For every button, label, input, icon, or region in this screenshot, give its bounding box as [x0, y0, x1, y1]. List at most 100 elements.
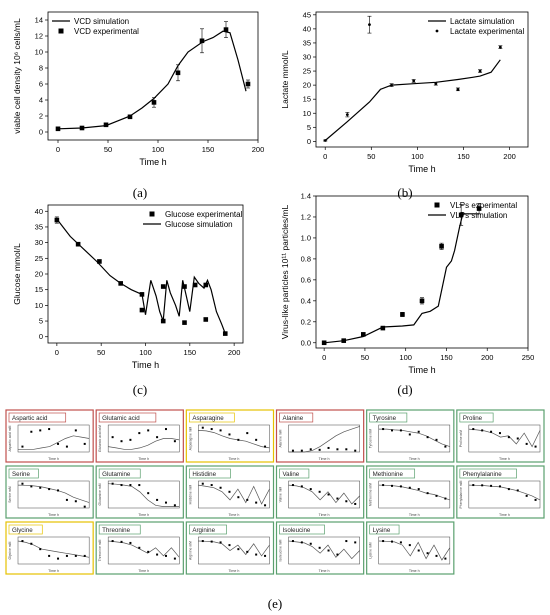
x-tick-label: 50 [367, 152, 375, 161]
panel-point [345, 448, 348, 451]
y-tick-label: 6 [39, 80, 43, 89]
panel-point [300, 449, 303, 452]
amino-panel-glycine: Glycine Time h Glycine mM [5, 521, 94, 575]
data-point [54, 217, 60, 223]
panel-point [472, 428, 475, 431]
x-tick-label: 100 [411, 152, 424, 161]
panel-axes [378, 480, 451, 509]
x-tick-label: 100 [399, 353, 412, 362]
panel-y-label: Arginine mM [188, 541, 192, 560]
panel-point [21, 540, 24, 543]
panel-point [516, 437, 519, 440]
panel-point [490, 430, 493, 433]
panel-title: Tyrosine [373, 415, 397, 422]
panel-point [399, 485, 402, 488]
panel-point [382, 484, 385, 487]
x-tick-label: 200 [252, 145, 265, 154]
data-point [400, 312, 405, 317]
panel-point [534, 445, 537, 448]
y-tick-label: 0.8 [301, 254, 311, 263]
panel-axes [17, 480, 90, 509]
panel-point [309, 448, 312, 451]
panel-point [435, 554, 438, 557]
panel-point [120, 440, 123, 443]
panel-point [48, 554, 51, 557]
panel-point [490, 484, 493, 487]
panel-y-label: Asparagine mM [188, 426, 192, 450]
panel-title-box [98, 524, 141, 535]
panel-point [399, 541, 402, 544]
panel-point [83, 505, 86, 508]
legend-point-swatch [58, 28, 64, 34]
panel-point [156, 436, 159, 439]
panel-point [164, 501, 167, 504]
panel-title: Isoleucine [283, 527, 311, 534]
y-tick-label: 4 [39, 96, 43, 105]
data-point [199, 38, 205, 44]
panel-point [147, 550, 150, 553]
panel-point [201, 540, 204, 543]
amino-panel-asparagine: Asparagine Time h Asparagine mM [185, 409, 275, 463]
panel-sim-line [198, 540, 270, 557]
panel-point [30, 542, 33, 545]
panel-point [481, 429, 484, 432]
panel-title-box [8, 468, 39, 479]
panel-point [417, 430, 420, 433]
panel-axes [107, 424, 180, 453]
panel-x-label: Time h [228, 513, 239, 517]
panel-point [354, 502, 357, 505]
panel-sim-line [288, 426, 360, 453]
data-point [139, 307, 145, 313]
panel-point [111, 540, 114, 543]
panel-title-box [98, 412, 157, 423]
legend-point-swatch [435, 29, 439, 33]
panel-point [57, 442, 60, 445]
panel-title-box [188, 468, 231, 479]
panel-point [83, 554, 86, 557]
panel-title: Asparagine [192, 415, 224, 422]
y-tick-label: 14 [35, 16, 43, 25]
panel-title: Aspartic acid [12, 415, 48, 422]
panel-point [354, 541, 357, 544]
panel-point [57, 557, 60, 560]
panel-point [255, 553, 258, 556]
x-tick-label: 100 [139, 348, 152, 357]
panel-title-box [98, 468, 141, 479]
panel-title: Glycine [12, 527, 33, 534]
panel-point [345, 500, 348, 503]
panel-axes [288, 480, 360, 509]
panel-point [65, 554, 68, 557]
y-tick-label: 10 [303, 109, 311, 118]
legend-label: Glucose experimental [165, 210, 243, 219]
data-point [192, 282, 198, 288]
panel-point [417, 488, 420, 491]
amino-panel-lysine: Lysine Time h Lysine mM [366, 521, 455, 575]
x-axis-label: Time h [408, 365, 435, 375]
panel-point [472, 484, 475, 487]
panel-point [345, 540, 348, 543]
y-tick-label: 0 [39, 332, 43, 341]
panel-title-box [188, 412, 235, 423]
y-tick-label: 0.0 [301, 338, 311, 347]
panel-y-label: Serine mM [8, 486, 12, 503]
panel-axes [107, 536, 180, 565]
panel-title-box [279, 524, 325, 535]
legend-label: VCD experimental [74, 27, 139, 36]
series-line-0 [324, 59, 501, 141]
panel-y-label: Glutamine mM [98, 483, 102, 505]
x-tick-label: 150 [184, 348, 197, 357]
panel-sim-line [288, 540, 360, 560]
panel-x-label: Time h [499, 457, 510, 461]
panel-point [201, 482, 204, 485]
panel-point [39, 486, 42, 489]
amino-panel-glutamine: Glutamine Time h Glutamine mM [95, 465, 184, 519]
panel-point [435, 438, 438, 441]
panel-x-label: Time h [138, 569, 149, 573]
panel-point [228, 544, 231, 547]
amino-panel-proline: Proline Time h Proline mM [456, 409, 545, 463]
panel-axes [468, 424, 541, 453]
panel-point [444, 557, 447, 560]
panel-point [164, 428, 167, 431]
panel-x-label: Time h [409, 457, 420, 461]
data-point [321, 340, 327, 346]
